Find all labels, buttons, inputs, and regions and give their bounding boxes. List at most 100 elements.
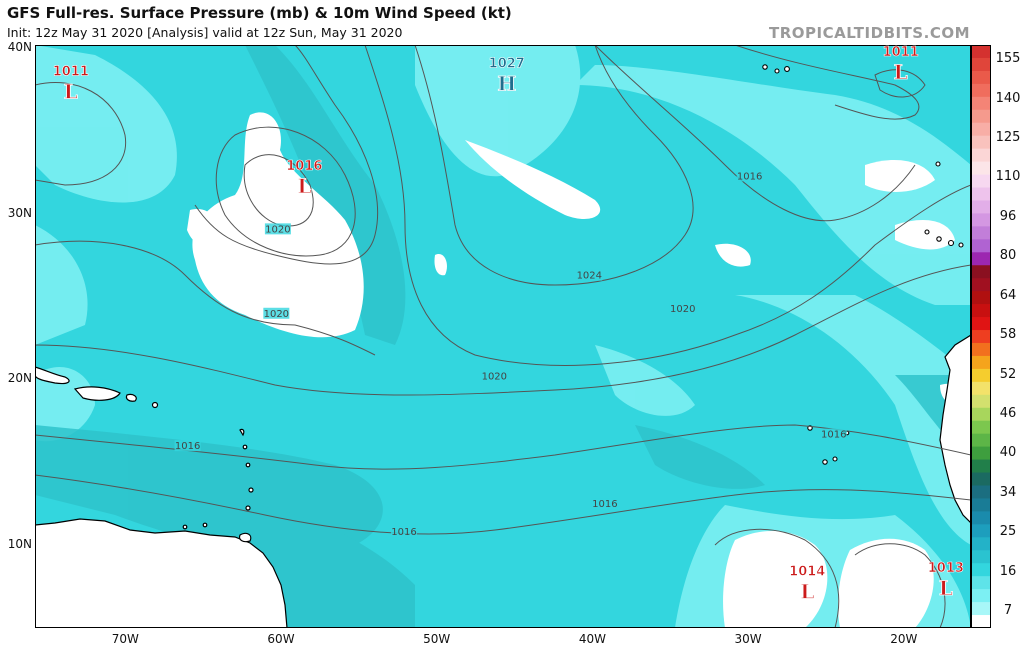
longitude-label: 70W [111,632,139,646]
colorbar-segment [971,278,991,292]
colorbar-segment [971,239,991,253]
colorbar-segment [971,550,991,564]
isobar-label-bg [174,440,201,452]
isobar-label-bg [264,223,291,235]
wind-speed-colorbar: 155 140 125 110 96 80 64 58 52 46 40 34 25 16 7 [971,45,1024,628]
pressure-center-value: 1011 [883,45,919,60]
longitude-label: 60W [267,632,295,646]
isobar-label: 1016 [391,527,416,538]
pressure-center-value: 1014 [789,564,825,579]
colorbar-segment [971,109,991,124]
colorbar-tick-label: 140 [995,91,1021,106]
colorbar-segment [971,135,991,150]
colorbar-segment [971,524,991,538]
colorbar-segment [971,368,991,383]
longitude-label: 50W [423,632,451,646]
colorbar-segment [971,602,991,616]
colorbar-scale [971,45,991,628]
atlantic-islands [762,64,964,465]
colorbar-segment [971,433,991,448]
africa-land [939,334,971,524]
isobar-label-bg [591,498,618,510]
longitude-label: 40W [578,632,606,646]
colorbar-segment [971,122,991,137]
colorbar-tick-label: 110 [995,169,1021,184]
colorbar-tick-label: 96 [999,209,1017,224]
colorbar-segment [971,330,991,344]
isobar-label-bg [391,526,418,538]
colorbar-segment [971,381,991,396]
colorbar-segment [971,96,991,111]
low-pressure-symbol: L [64,80,78,104]
colorbar-tick-label: 46 [999,406,1017,421]
low-pressure-symbol: L [894,60,908,84]
pressure-center-value: 1013 [928,561,964,576]
colorbar-segment [971,45,991,59]
low-pressure-symbol: L [800,579,814,603]
colorbar-segment [971,57,991,72]
colorbar-segment [971,342,991,357]
latitude-label: 10N [7,536,32,551]
colorbar-segment [971,265,991,279]
colorbar-segment [971,317,991,331]
colorbar-segment [971,161,991,176]
low-pressure-symbol: L [939,576,953,600]
colorbar-segment [971,589,991,603]
colorbar-segment [971,446,991,461]
isobar-label: 1024 [577,271,602,282]
low-pressure-symbol: L [297,174,311,198]
colorbar-segment [971,355,991,370]
map-annotations: 1020 1024 1020 1020 1020 1016 1016 1016 1016 1016… [52,45,964,604]
isobar-label: 1016 [175,441,200,452]
colorbar-segment [971,213,991,227]
colorbar-segment [971,200,991,214]
isobar-label-bg [481,370,508,382]
colorbar-segment [971,407,991,422]
isobar-label-bg [263,307,290,319]
isobar-label: 1020 [264,309,289,320]
colorbar-segment [971,563,991,577]
colorbar-segment [971,148,991,163]
colorbar-tick-label: 16 [999,564,1017,579]
isobar-label-bg [576,269,603,281]
map-frame [35,45,971,628]
south-america-land [35,518,288,628]
pressure-center-value: 1011 [53,65,89,80]
colorbar-tick-label: 64 [999,288,1017,303]
map-subtitle: Init: 12z May 31 2020 [Analysis] valid a… [7,25,403,40]
latitude-label: 30N [7,205,32,220]
colorbar-segment [971,615,991,628]
longitude-label: 30W [734,632,762,646]
isobar-label: 1020 [265,224,290,235]
colorbar-frame [971,45,991,628]
high-pressure-symbol: H [497,71,516,95]
latitude-label: 40N [7,40,32,55]
colorbar-segment [971,252,991,266]
isobar-label: 1016 [592,499,617,510]
colorbar-segment [971,511,991,525]
colorbar-tick-label: 7 [1003,603,1013,618]
isobar-label: 1020 [670,304,695,315]
isobar-label: 1020 [482,372,507,383]
colorbar-tick-label: 80 [999,248,1017,263]
colorbar-segment [971,187,991,201]
colorbar-segment [971,174,991,189]
colorbar-tick-label: 34 [999,485,1017,500]
colorbar-segment [971,576,991,590]
colorbar-segment [971,291,991,305]
isobar-label-bg [669,302,696,314]
isobar-label-bg [820,428,847,440]
colorbar-segment [971,70,991,85]
pressure-center-value: 1016 [286,159,322,174]
colorbar-segment [971,83,991,98]
colorbar-segment [971,304,991,318]
colorbar-tick-label: 125 [995,130,1021,145]
isobar-label: 1016 [737,171,762,182]
colorbar-tick-label: 155 [995,51,1021,66]
colorbar-tick-label: 25 [999,524,1017,539]
colorbar-segment [971,459,991,474]
colorbar-tick-label: 40 [999,445,1017,460]
isobars [35,45,971,628]
latitude-label: 20N [7,371,32,386]
colorbar-segment [971,472,991,486]
